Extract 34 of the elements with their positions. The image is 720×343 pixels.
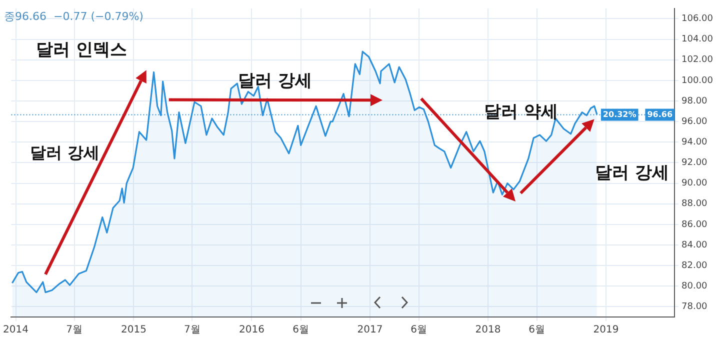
x-tick-label: 6월: [410, 324, 428, 336]
annotation: 달러 강세: [238, 71, 312, 91]
x-tick-label: 2014: [3, 324, 28, 336]
y-tick-label: 96.00: [682, 116, 708, 127]
y-tick-label: 102.00: [682, 55, 714, 66]
annotation: 달러 강세: [30, 143, 100, 162]
x-tick-label: 2019: [593, 324, 619, 336]
x-tick-label: 2015: [121, 324, 146, 336]
annotation: 달러 강세: [595, 163, 669, 183]
y-tick-label: 82.00: [682, 260, 708, 271]
y-tick-label: 88.00: [682, 199, 708, 210]
ref-line-label: 96.66: [647, 110, 673, 119]
y-tick-label: 84.00: [682, 240, 708, 250]
y-tick-label: 80.00: [682, 281, 708, 292]
x-tick-label: 7월: [184, 324, 200, 336]
annotation: 종96.66 −0.77 (−0.79%): [4, 10, 144, 23]
x-tick-label: 6월: [292, 324, 310, 336]
y-tick-label: 78.00: [682, 302, 708, 312]
y-tick-label: 106.00: [682, 14, 714, 24]
annotation: 달러 약세: [484, 102, 558, 122]
x-tick-label: 6월: [528, 324, 545, 336]
y-tick-label: 90.00: [682, 178, 708, 189]
x-tick-label: 2018: [475, 324, 501, 336]
text: 달러 인덱스: [36, 40, 127, 60]
y-tick-label: 86.00: [682, 220, 708, 230]
y-tick-label: 98.00: [682, 96, 708, 106]
x-tick-label: 7월: [66, 324, 82, 336]
y-tick-label: 92.00: [682, 158, 708, 168]
y-tick-label: 94.00: [682, 137, 708, 148]
annotation: 20.32%: [602, 110, 636, 119]
y-tick-label: 104.00: [682, 34, 714, 45]
x-tick-label: 2017: [357, 324, 383, 336]
y-tick-label: 100.00: [682, 76, 714, 86]
x-tick-label: 2016: [238, 324, 264, 336]
